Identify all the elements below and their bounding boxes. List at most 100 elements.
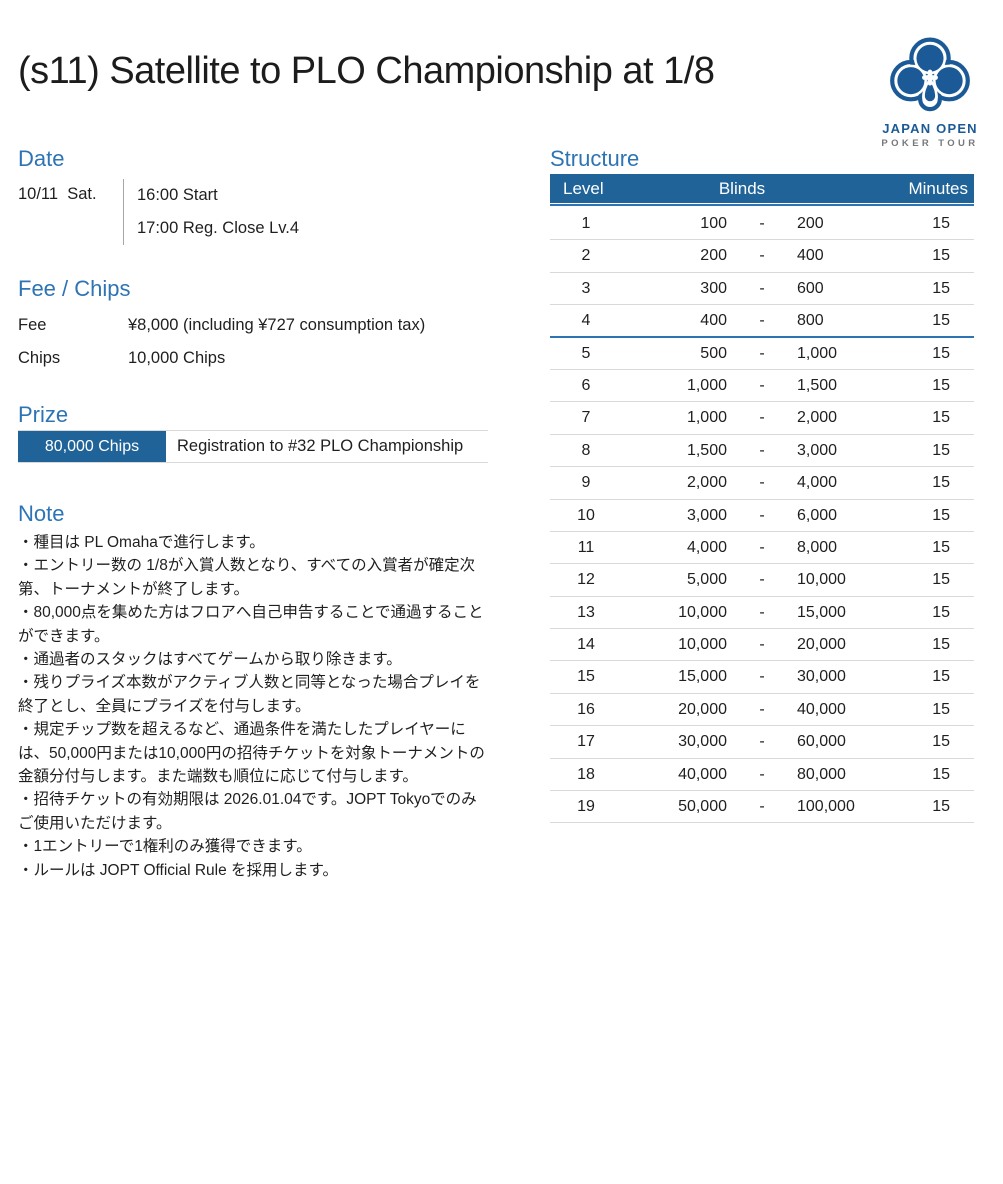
big-blind-cell: 15,000: [797, 603, 846, 621]
blinds-dash: -: [759, 571, 765, 589]
level-cell: 6: [581, 376, 591, 394]
level-cell: 18: [577, 765, 595, 783]
big-blind-cell: 30,000: [797, 668, 846, 686]
minutes-cell: 15: [932, 571, 950, 589]
big-blind-cell: 40,000: [797, 700, 846, 718]
structure-row: 6 1,000 - 1,500 15: [550, 370, 974, 403]
level-cell: 15: [577, 668, 595, 686]
structure-row: 15 15,000 - 30,000 15: [550, 661, 974, 694]
level-cell: 12: [577, 571, 595, 589]
level-cell: 2: [581, 247, 591, 265]
fee-chips-rows: Fee ¥8,000 (including ¥727 consumption ta…: [18, 309, 488, 375]
blinds-dash: -: [759, 344, 765, 362]
big-blind-cell: 10,000: [797, 571, 846, 589]
big-blind-cell: 6,000: [797, 506, 838, 524]
structure-table-body: 1 100 - 200 15 2 200 - 400 15 3 300 - 600 15 4 400 - 800 15…: [550, 208, 974, 824]
big-blind-cell: 20,000: [797, 636, 846, 654]
minutes-cell: 15: [932, 636, 950, 654]
level-cell: 5: [581, 344, 591, 362]
structure-row: 12 5,000 - 10,000 15: [550, 564, 974, 597]
blinds-dash: -: [759, 733, 765, 751]
big-blind-cell: 600: [797, 279, 824, 297]
level-cell: 10: [577, 506, 595, 524]
small-blind-cell: 1,000: [686, 376, 727, 394]
structure-row: 11 4,000 - 8,000 15: [550, 532, 974, 565]
structure-row: 4 400 - 800 15: [550, 305, 974, 338]
small-blind-cell: 3,000: [686, 506, 727, 524]
logo-subname: POKER TOUR: [881, 138, 979, 149]
note-item: ・種目は PL Omahaで進行します。: [18, 534, 265, 551]
note-item: ・ルールは JOPT Official Rule を採用します。: [18, 861, 338, 879]
minutes-cell: 15: [932, 344, 950, 362]
structure-row: 5 500 - 1,000 15: [550, 338, 974, 370]
minutes-cell: 15: [932, 279, 950, 297]
big-blind-cell: 80,000: [797, 765, 846, 783]
blinds-dash: -: [759, 506, 765, 524]
small-blind-cell: 5,000: [686, 571, 727, 589]
small-blind-cell: 300: [700, 279, 727, 297]
fee-chips-label: Chips: [18, 349, 61, 367]
level-cell: 11: [577, 538, 595, 556]
big-blind-cell: 3,000: [797, 441, 838, 459]
minutes-cell: 15: [932, 441, 950, 459]
blinds-dash: -: [759, 538, 765, 556]
level-cell: 8: [581, 441, 591, 459]
small-blind-cell: 20,000: [678, 700, 727, 718]
big-blind-cell: 2,000: [797, 409, 838, 427]
structure-row: 2 200 - 400 15: [550, 240, 974, 273]
structure-row: 10 3,000 - 6,000 15: [550, 500, 974, 532]
small-blind-cell: 400: [700, 312, 727, 330]
small-blind-cell: 10,000: [678, 603, 727, 621]
level-cell: 14: [577, 636, 595, 654]
prize-amount: 80,000 Chips: [18, 431, 166, 462]
level-cell: 3: [581, 279, 591, 297]
date-day: 10/11 Sat.: [18, 185, 97, 203]
blinds-dash: -: [759, 215, 765, 232]
big-blind-cell: 1,000: [797, 344, 838, 362]
big-blind-cell: 800: [797, 312, 824, 330]
minutes-cell: 15: [932, 409, 950, 427]
structure-row: 3 300 - 600 15: [550, 273, 974, 306]
big-blind-cell: 4,000: [797, 474, 838, 492]
date-times: 16:00 Start 17:00 Reg. Close Lv.4: [123, 179, 299, 245]
level-cell: 16: [577, 700, 595, 718]
minutes-cell: 15: [932, 668, 950, 686]
fee-chips-label: Fee: [18, 316, 47, 334]
minutes-cell: 15: [932, 603, 950, 621]
blinds-dash: -: [759, 312, 765, 330]
date-time-line: 17:00 Reg. Close Lv.4: [137, 219, 300, 237]
note-section: Note ・種目は PL Omahaで進行します。 ・エントリー数の 1/8が入賞…: [18, 501, 488, 882]
minutes-cell: 15: [932, 506, 950, 524]
structure-row: 1 100 - 200 15: [550, 208, 974, 241]
prize-description: Registration to #32 PLO Championship: [177, 437, 464, 455]
minutes-cell: 15: [932, 474, 950, 492]
date-time-line: 16:00 Start: [137, 186, 218, 204]
note-item: ・通過者のスタックはすべてゲームから取り除きます。: [18, 651, 402, 669]
big-blind-cell: 1,500: [797, 376, 838, 394]
structure-row: 17 30,000 - 60,000 15: [550, 726, 974, 759]
level-cell: 17: [577, 733, 595, 751]
structure-row: 14 10,000 - 20,000 15: [550, 629, 974, 662]
prize-rows: 80,000 Chips Registration to #32 PLO Cham…: [18, 430, 488, 463]
structure-row: 7 1,000 - 2,000 15: [550, 402, 974, 435]
blinds-dash: -: [759, 247, 765, 265]
small-blind-cell: 4,000: [686, 538, 727, 556]
blinds-dash: -: [759, 636, 765, 654]
header-underline: [550, 204, 974, 206]
minutes-cell: 15: [932, 312, 950, 330]
fee-chips-row: Chips 10,000 Chips: [18, 342, 488, 375]
small-blind-cell: 1,500: [686, 441, 727, 459]
fee-chips-value: 10,000 Chips: [128, 349, 226, 367]
date-row: 10/11 Sat. 16:00 Start 17:00 Reg. Close L…: [18, 179, 488, 245]
note-heading: Note: [18, 501, 65, 526]
blinds-dash: -: [759, 798, 765, 816]
big-blind-cell: 400: [797, 247, 824, 265]
prize-section: Prize 80,000 Chips Registration to #32 PL…: [18, 402, 488, 463]
level-cell: 7: [581, 409, 591, 427]
structure-row: 19 50,000 - 100,000 15: [550, 791, 974, 824]
small-blind-cell: 40,000: [678, 765, 727, 783]
blinds-dash: -: [759, 700, 765, 718]
level-cell: 13: [577, 603, 595, 621]
structure-heading: Structure: [550, 146, 640, 171]
small-blind-cell: 10,000: [678, 636, 727, 654]
